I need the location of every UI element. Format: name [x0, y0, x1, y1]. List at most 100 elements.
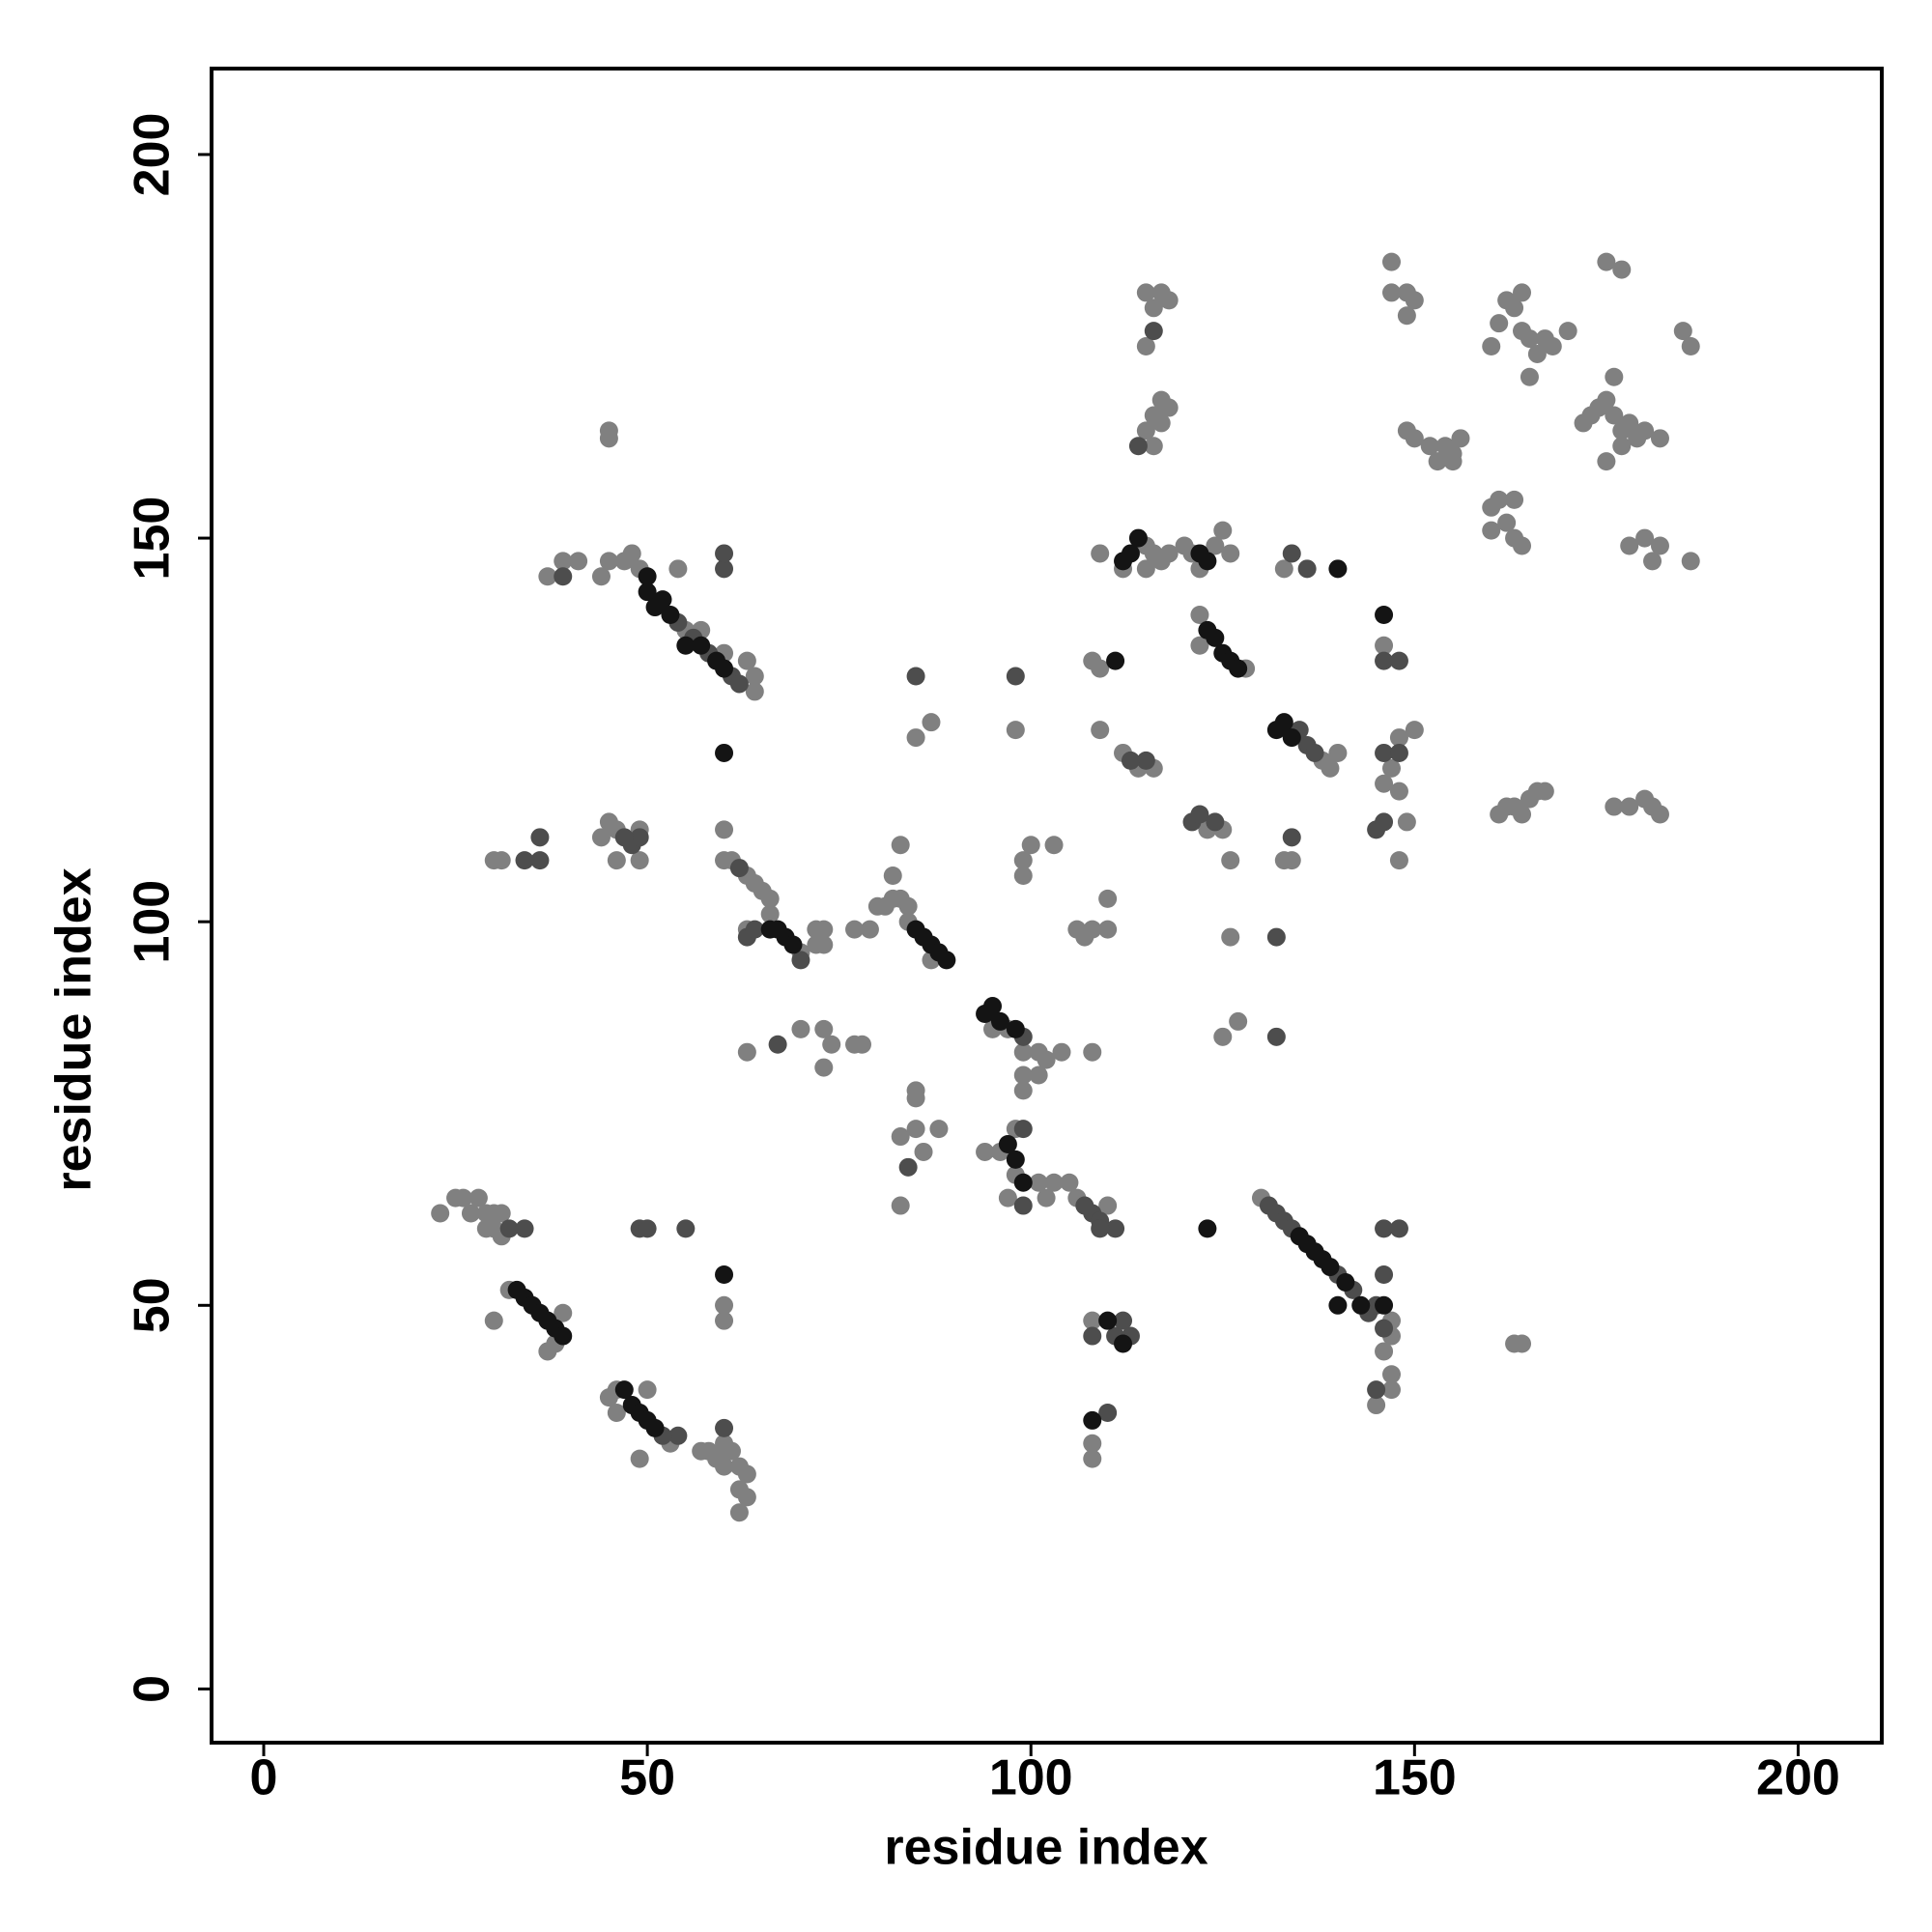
contact-point	[1520, 329, 1539, 349]
contact-point	[929, 1120, 949, 1139]
contact-point	[1381, 1380, 1401, 1400]
contact-point	[554, 552, 573, 571]
contact-point	[1083, 1449, 1102, 1468]
contact-point	[891, 836, 910, 855]
contact-point	[1375, 651, 1394, 670]
contact-point	[1381, 283, 1401, 302]
contact-point	[998, 1135, 1017, 1154]
contact-point	[1650, 805, 1669, 824]
contact-point	[906, 1089, 925, 1108]
contact-point	[1321, 1258, 1340, 1277]
contact-point	[914, 1142, 933, 1161]
contact-point	[1321, 758, 1340, 778]
contact-point	[990, 1011, 1009, 1031]
plot-frame	[210, 67, 1884, 1745]
contact-point	[1098, 1403, 1118, 1422]
contact-point	[845, 920, 865, 939]
contact-point	[1159, 544, 1179, 563]
contact-point	[852, 1035, 871, 1054]
contact-point	[538, 567, 557, 586]
contact-point	[998, 1188, 1017, 1208]
contact-point	[1597, 252, 1616, 271]
contact-point	[1274, 559, 1293, 579]
contact-point	[1052, 1042, 1071, 1062]
contact-point	[1013, 1120, 1033, 1139]
contact-point	[630, 828, 649, 847]
x-tick-label: 50	[619, 1750, 675, 1806]
contact-point	[729, 674, 749, 694]
contact-point	[591, 828, 611, 847]
contact-point	[1612, 437, 1632, 456]
contact-point	[1266, 927, 1286, 947]
y-tick-label: 0	[125, 1675, 181, 1703]
contact-point	[1013, 851, 1033, 870]
contact-point	[1367, 1396, 1386, 1415]
contact-point	[1213, 521, 1233, 540]
contact-point	[1336, 1272, 1355, 1292]
contact-point	[715, 1265, 734, 1285]
contact-point	[715, 1434, 734, 1453]
contact-point	[1006, 721, 1025, 740]
contact-point	[1520, 367, 1539, 386]
contact-point	[1328, 559, 1348, 579]
contact-point	[1605, 797, 1624, 816]
contact-point	[1282, 728, 1301, 748]
contact-point	[715, 1311, 734, 1330]
contact-point	[668, 559, 688, 579]
contact-point	[814, 1058, 834, 1077]
contact-point	[607, 851, 626, 870]
contact-point	[891, 1196, 910, 1215]
contact-point	[1420, 437, 1439, 456]
contact-point	[668, 1426, 688, 1445]
contact-point	[1037, 1188, 1056, 1208]
contact-point	[1482, 337, 1501, 356]
contact-point	[661, 605, 680, 624]
contact-point	[1128, 437, 1148, 456]
contact-point	[1543, 337, 1562, 356]
contact-point	[976, 1142, 995, 1161]
contact-point	[1136, 559, 1155, 579]
contact-point	[569, 552, 588, 571]
contact-point	[898, 1157, 918, 1177]
contact-point	[1375, 1265, 1394, 1285]
contact-point	[1083, 1434, 1102, 1453]
contact-point	[1527, 344, 1547, 363]
contact-point	[1221, 544, 1240, 563]
contact-point	[1389, 781, 1408, 801]
contact-point	[1605, 406, 1624, 425]
contact-point	[1190, 805, 1209, 824]
contact-point	[898, 896, 918, 916]
contact-point	[906, 1120, 925, 1139]
contact-point	[1389, 1219, 1408, 1238]
y-tick-label: 200	[125, 113, 181, 197]
contact-point	[1044, 1173, 1064, 1192]
contact-point	[737, 1042, 756, 1062]
contact-point	[1151, 413, 1171, 433]
contact-point	[1144, 322, 1163, 341]
contact-point	[1029, 1065, 1048, 1085]
contact-point	[676, 1219, 696, 1238]
contact-point	[1650, 536, 1669, 555]
contact-point	[1389, 851, 1408, 870]
contact-point	[807, 920, 826, 939]
contact-point	[1274, 713, 1293, 732]
contact-point	[760, 889, 780, 908]
contact-point	[1381, 252, 1401, 271]
contact-point	[791, 951, 810, 970]
contact-point	[1451, 429, 1470, 448]
contact-point	[906, 728, 925, 748]
x-tick-label: 150	[1373, 1750, 1457, 1806]
contact-point	[1282, 828, 1301, 847]
contact-point	[1328, 1295, 1348, 1315]
contact-point	[1405, 291, 1424, 310]
contact-point	[1381, 1365, 1401, 1384]
contact-point	[614, 828, 634, 847]
contact-point	[1128, 528, 1148, 548]
contact-point	[1206, 536, 1225, 555]
contact-point	[1098, 1196, 1118, 1215]
contact-point	[1136, 421, 1155, 440]
contact-point	[1443, 452, 1463, 471]
contact-point	[1198, 552, 1217, 571]
contact-point	[1297, 559, 1317, 579]
